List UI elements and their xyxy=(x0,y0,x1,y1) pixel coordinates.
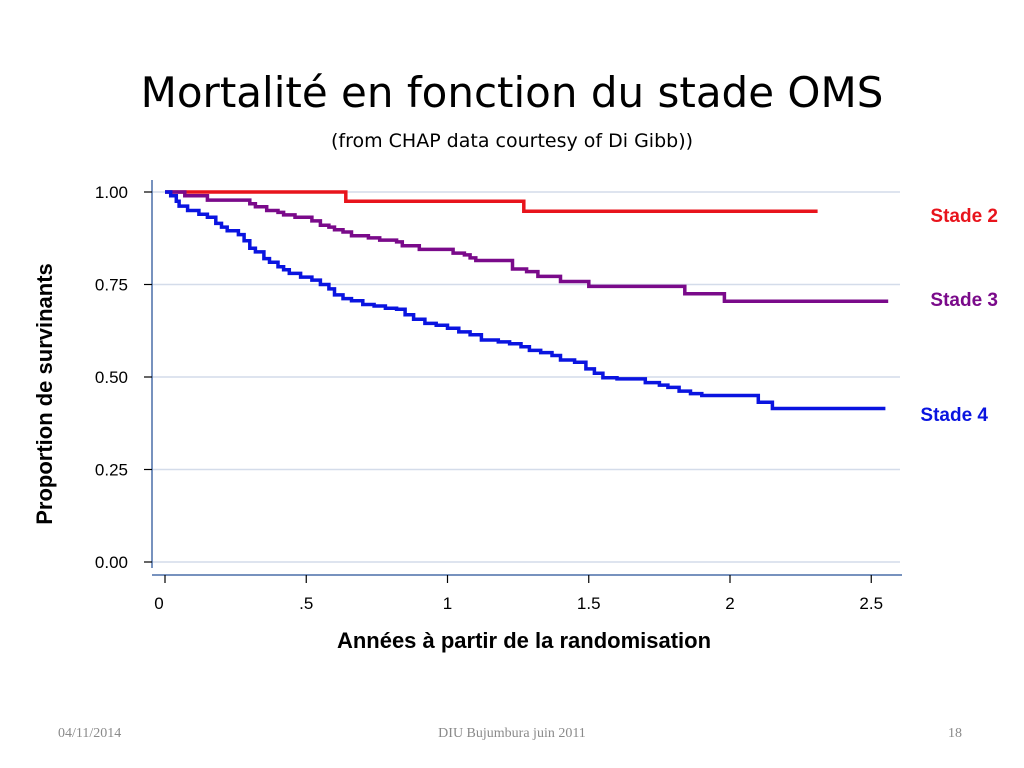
footer-center: DIU Bujumbura juin 2011 xyxy=(438,726,586,741)
series-line-stade-3 xyxy=(165,190,889,303)
x-axis-title: Années à partir de la randomisation xyxy=(337,628,711,653)
slide-title: Mortalité en fonction du stade OMS xyxy=(140,68,884,117)
x-tick-label-2: 1 xyxy=(443,594,452,613)
y-axis-title: Proportion de survinants xyxy=(32,263,57,525)
series-lines xyxy=(165,190,889,411)
footer-date: 04/11/2014 xyxy=(58,726,122,741)
x-tick-label-1: .5 xyxy=(299,594,313,613)
x-tick-label-0: 0 xyxy=(154,594,163,613)
series-label-stade-4: Stade 4 xyxy=(920,405,988,426)
x-tick-label-4: 2 xyxy=(725,594,734,613)
series-label-stade-3: Stade 3 xyxy=(930,290,998,311)
series-line-stade-4 xyxy=(165,190,886,411)
y-tick-label-0: 0.00 xyxy=(95,553,128,572)
series-label-stade-2: Stade 2 xyxy=(930,206,998,227)
series-line-stade-2 xyxy=(165,190,818,213)
y-tick-label-3: 0.75 xyxy=(95,276,128,295)
x-tick-label-3: 1.5 xyxy=(577,594,601,613)
series-labels: Stade 2 Stade 3 Stade 4 xyxy=(920,206,998,426)
footer-page-number: 18 xyxy=(948,726,962,741)
y-tick-label-4: 1.00 xyxy=(95,183,128,202)
y-tick-label-1: 0.25 xyxy=(95,461,128,480)
x-tick-label-5: 2.5 xyxy=(859,594,883,613)
y-tick-label-2: 0.50 xyxy=(95,368,128,387)
axes xyxy=(151,180,902,576)
tick-labels: 0.00 0.25 0.50 0.75 1.00 0 .5 1 1.5 2 2.5 xyxy=(95,183,883,613)
slide-subtitle: (from CHAP data courtesy of Di Gibb)) xyxy=(330,130,694,152)
grid-lines xyxy=(152,191,900,563)
